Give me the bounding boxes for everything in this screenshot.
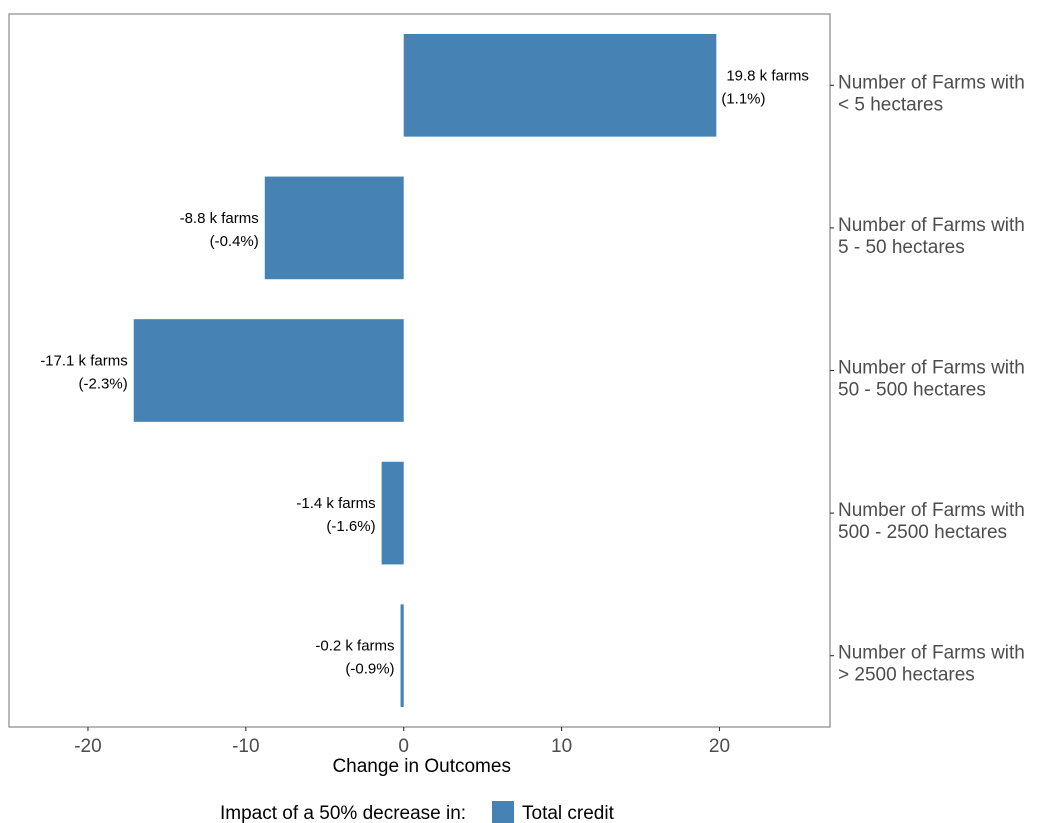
x-tick-label-4: 10 xyxy=(551,736,572,757)
data-label-4-value: -1.4 k farms xyxy=(296,495,375,512)
data-labels-group: 19.8 k farms (1.1%) -8.8 k farms (-0.4%) -17… xyxy=(40,67,809,677)
category-label-2-line-1: Number of Farms with xyxy=(838,215,1025,236)
category-label-5-line-2: > 2500 hectares xyxy=(838,665,975,686)
category-label-3-line-2: 50 - 500 hectares xyxy=(838,380,986,401)
category-label-2-line-2: 5 - 50 hectares xyxy=(838,237,965,258)
category-label-4-line-2: 500 - 2500 hectares xyxy=(838,522,1007,543)
category-label-1-line-1: Number of Farms with xyxy=(838,72,1025,93)
x-tick-label-1: -20 xyxy=(74,736,101,757)
x-tick-label-3: 0 xyxy=(398,736,409,757)
category-label-5-line-1: Number of Farms with xyxy=(838,643,1025,664)
data-label-4-percent: (-1.6%) xyxy=(326,518,375,535)
legend-swatch-total-credit xyxy=(492,801,514,823)
bar-4 xyxy=(381,461,404,565)
category-label-1-line-2: < 5 hectares xyxy=(838,94,943,115)
x-tick-label-2: -10 xyxy=(232,736,259,757)
x-axis-title: Change in Outcomes xyxy=(332,756,511,777)
data-label-1-percent: (1.1%) xyxy=(721,90,765,107)
data-label-2-percent: (-0.4%) xyxy=(210,233,259,250)
legend-label-total-credit: Total credit xyxy=(522,803,615,823)
bar-1 xyxy=(403,33,717,137)
data-label-3-value: -17.1 k farms xyxy=(40,353,128,370)
bar-2 xyxy=(264,176,404,280)
data-label-5-percent: (-0.9%) xyxy=(345,661,394,678)
x-axis: -20 -10 0 10 20 xyxy=(74,727,730,757)
x-tick-label-5: 20 xyxy=(709,736,730,757)
category-label-4-line-1: Number of Farms with xyxy=(838,500,1025,521)
data-label-5-value: -0.2 k farms xyxy=(315,638,394,655)
data-label-1-value: 19.8 k farms xyxy=(726,67,809,84)
bars-group xyxy=(133,33,717,708)
bar-3 xyxy=(133,319,404,422)
category-label-3-line-1: Number of Farms with xyxy=(838,358,1025,379)
data-label-3-percent: (-2.3%) xyxy=(79,376,128,393)
bar-5 xyxy=(400,604,404,708)
legend: Impact of a 50% decrease in: Total credi… xyxy=(220,801,615,823)
data-label-2-value: -8.8 k farms xyxy=(180,210,259,227)
legend-title: Impact of a 50% decrease in: xyxy=(220,803,466,823)
